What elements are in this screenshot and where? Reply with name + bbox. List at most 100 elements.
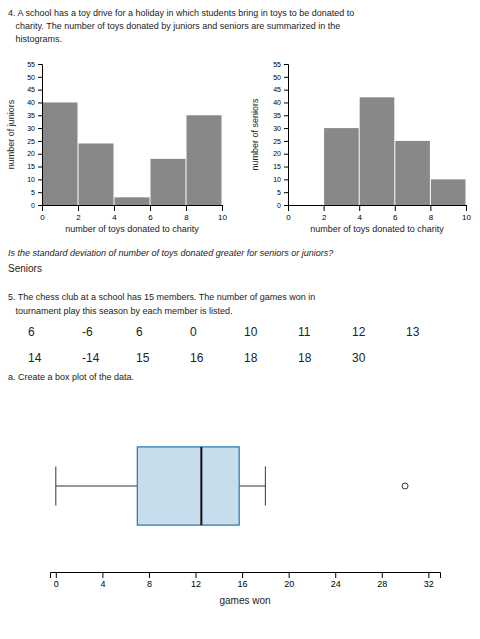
tick-label: 45 [273,86,281,93]
tick-label: 30 [27,125,35,132]
y-axis-title: number of seniors [250,98,260,171]
tick-mark [284,205,288,206]
flier [402,483,408,489]
tick-label: 8 [184,213,189,222]
tick-mark [38,64,42,65]
tick-label: 10 [27,176,35,183]
tick-label: 20 [27,150,35,157]
annotation: 4. A school has a toy drive for a holida… [8,8,354,18]
tick: 0 [31,202,42,209]
data-item: 16 [190,351,204,365]
tick-mark [466,205,467,211]
tick-mark [38,141,42,142]
tick: 30 [273,125,288,132]
tick: 25 [273,138,288,145]
tick-label: 20 [273,150,281,157]
tick: 10 [462,205,471,222]
tick-label: 20 [284,579,294,589]
tick-label: 4 [112,213,117,222]
tick: 25 [27,138,42,145]
tick: 6 [148,205,153,222]
bar [395,141,430,205]
data-item: -14 [82,351,100,365]
annotation: a. Create a box plot of the data. [8,372,134,382]
tick-label: 6 [393,213,398,222]
bars [43,102,222,205]
tick-label: 25 [273,138,281,145]
tick-label: 40 [27,99,35,106]
tick-mark [284,167,288,168]
tick-mark [284,115,288,116]
data-item: 6 [28,325,35,339]
tick: 8 [429,205,434,222]
tick: 0 [277,202,288,209]
tick-label: 55 [27,61,35,68]
tick-label: 12 [191,579,201,589]
data-item: 13 [406,325,420,339]
tick: 55 [273,61,288,68]
tick-mark [186,205,187,211]
histogram: 02468100510152025303540455055number of t… [6,61,227,234]
tick-mark [428,572,429,578]
tick: 20 [284,572,294,589]
y-axis: 0510152025303540455055 [273,61,288,209]
tick: 55 [27,61,42,68]
tick-label: 2 [76,213,81,222]
tick-label: 4 [100,579,105,589]
tick-mark [284,192,288,193]
tick-label: 10 [273,176,281,183]
tick-mark [149,572,150,578]
tick: 10 [273,176,288,183]
bars [324,97,465,205]
data-item: 30 [352,351,366,365]
tick-label: 0 [286,213,291,222]
data-item: 10 [244,325,258,339]
tick-mark [38,128,42,129]
page: 4. A school has a toy drive for a holida… [0,0,480,639]
data-item: 6 [136,325,143,339]
tick: 2 [76,205,81,222]
tick-mark [114,205,115,211]
tick-label: 35 [27,112,35,119]
tick-label: 0 [54,579,59,589]
tick-mark [102,572,103,578]
tick-label: 50 [27,74,35,81]
tick-mark [284,102,288,103]
tick-mark [38,205,42,206]
tick-label: 24 [331,579,341,589]
annotation: histograms. [8,34,62,44]
tick-label: 32 [424,579,434,589]
tick: 5 [277,189,288,196]
bar [289,205,324,206]
tick-label: 16 [238,579,248,589]
tick: 10 [27,176,42,183]
axis-domain [284,65,289,206]
whisker-cap [265,466,266,505]
tick-mark [38,179,42,180]
tick-mark [284,128,288,129]
x-axis: 0 4 8 12 16 20 24 28 32 [51,572,441,589]
bar [324,128,359,205]
tick: 40 [27,99,42,106]
tick-mark [284,154,288,155]
tick-label: 55 [273,61,281,68]
tick-mark [284,77,288,78]
tick: 15 [27,163,42,170]
bar [43,102,78,205]
tick: 2 [322,205,327,222]
bar [79,143,114,205]
tick: 4 [357,205,362,222]
tick: 8 [147,572,152,589]
tick-label: 28 [377,579,387,589]
x-axis-title: number of toys donated to charity [65,224,199,234]
x-axis: 0 2 4 6 8 10 [286,205,471,222]
tick: 10 [218,205,227,222]
tick: 50 [27,74,42,81]
tick: 5 [31,189,42,196]
x-axis-title: number of toys donated to charity [310,224,444,234]
tick-label: 8 [429,213,434,222]
annotation: Is the standard deviation of number of t… [8,248,333,258]
tick: 32 [424,572,434,589]
tick: 24 [331,572,341,589]
y-axis-title: number of juniors [6,99,16,169]
